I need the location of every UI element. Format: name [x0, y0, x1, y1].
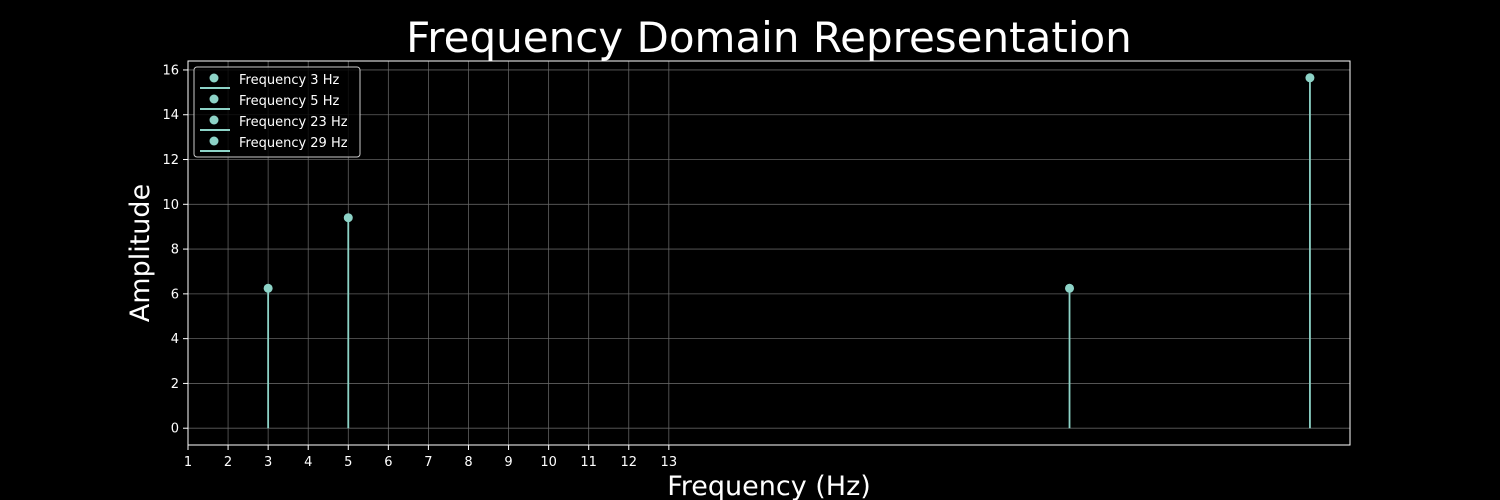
y-axis-label: Amplitude [125, 184, 156, 322]
legend-label: Frequency 23 Hz [239, 115, 348, 130]
x-tick-label: 7 [424, 455, 432, 470]
x-tick-label: 8 [464, 455, 472, 470]
x-tick-label: 3 [264, 455, 272, 470]
x-tick-label: 12 [620, 455, 637, 470]
y-tick-label: 2 [171, 377, 179, 392]
chart-title: Frequency Domain Representation [406, 13, 1132, 62]
y-tick-label: 4 [171, 332, 179, 347]
stem-marker [1305, 73, 1315, 83]
legend-swatch-marker [209, 73, 219, 83]
y-tick-label: 10 [162, 198, 179, 213]
x-tick-label: 1 [184, 455, 192, 470]
stem-series [263, 73, 1315, 429]
legend-box [193, 66, 361, 158]
x-axis-label: Frequency (Hz) [667, 471, 871, 500]
y-tick-label: 8 [171, 243, 179, 258]
stem-marker [343, 213, 353, 223]
x-tick-label: 11 [580, 455, 597, 470]
x-tick-label: 10 [540, 455, 557, 470]
legend-swatch-marker [209, 136, 219, 146]
x-tick-label: 6 [384, 455, 392, 470]
y-tick-label: 0 [171, 422, 179, 437]
y-tick-label: 6 [171, 287, 179, 302]
legend: Frequency 3 Hz Frequency 5 Hz Frequency 23… [193, 66, 361, 158]
legend-label: Frequency 3 Hz [239, 73, 339, 88]
legend-swatch-marker [209, 115, 219, 125]
legend-label: Frequency 5 Hz [239, 94, 339, 109]
x-tick-label: 9 [504, 455, 512, 470]
y-tick-label: 12 [162, 153, 179, 168]
x-tick-label: 13 [661, 455, 678, 470]
x-tick-label: 5 [344, 455, 352, 470]
legend-swatch-marker [209, 94, 219, 104]
x-tick-label: 2 [224, 455, 232, 470]
legend-label: Frequency 29 Hz [239, 136, 348, 151]
y-tick-label: 16 [162, 63, 179, 78]
x-tick-label: 4 [304, 455, 312, 470]
plot-frame [187, 60, 1351, 446]
y-tick-label: 14 [162, 108, 179, 123]
stem-marker [263, 283, 273, 293]
stem-marker [1065, 283, 1075, 293]
